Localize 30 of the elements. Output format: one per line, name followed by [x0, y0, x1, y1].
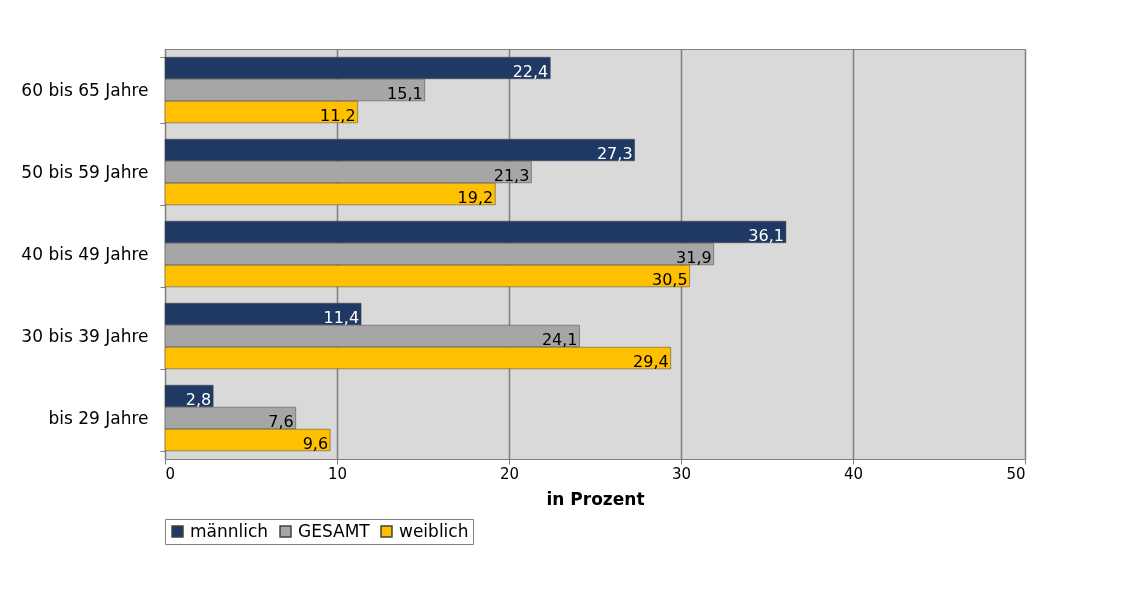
- data-label: 29,4: [633, 352, 669, 372]
- legend-label: GESAMT: [298, 520, 371, 541]
- data-label: 24,1: [541, 330, 578, 349]
- y-tick-label: 50 bis 59 Jahre: [21, 161, 149, 182]
- data-label: 7,6: [268, 412, 294, 431]
- data-label: 27,3: [596, 143, 633, 163]
- y-tick-label: bis 29 Jahre: [48, 407, 149, 428]
- data-label: 9,6: [302, 434, 329, 454]
- data-label: 21,3: [493, 166, 530, 185]
- x-tick-label: 0: [165, 464, 176, 483]
- data-label: 19,2: [457, 188, 494, 208]
- x-axis-title: in Prozent: [546, 488, 645, 509]
- x-tick-label: 30: [671, 464, 692, 483]
- data-label: 31,9: [676, 248, 712, 267]
- data-label: 11,2: [320, 106, 356, 126]
- y-tick-label: 40 bis 49 Jahre: [21, 243, 149, 264]
- x-tick-label: 20: [499, 464, 520, 483]
- data-label: 11,4: [323, 307, 360, 327]
- x-tick-label: 40: [843, 464, 864, 483]
- x-tick-label: 10: [327, 464, 348, 483]
- legend-label: weiblich: [399, 520, 469, 541]
- data-label: 30,5: [651, 270, 688, 290]
- data-label: 22,4: [512, 61, 549, 81]
- data-label: 2,8: [185, 389, 212, 409]
- legend-label: männlich: [190, 520, 269, 541]
- y-tick-label: 30 bis 39 Jahre: [21, 325, 149, 346]
- y-tick-label: 60 bis 65 Jahre: [21, 79, 149, 100]
- data-label: 15,1: [387, 84, 423, 103]
- x-tick-label: 50: [1006, 464, 1026, 483]
- data-label: 36,1: [748, 225, 784, 245]
